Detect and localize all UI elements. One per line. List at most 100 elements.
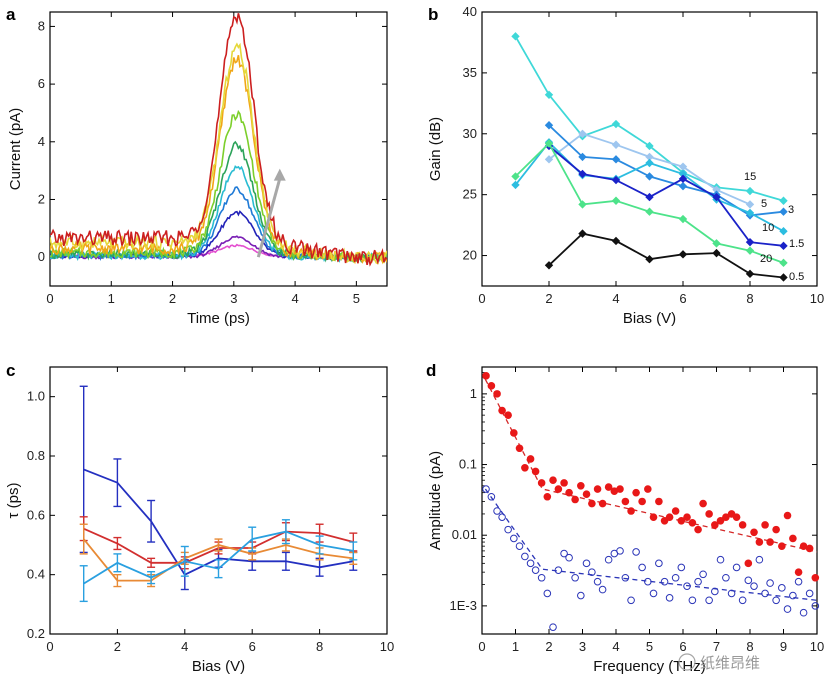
series-line-lightblue: [83, 530, 354, 585]
y-tick-label: 1.0: [27, 389, 45, 404]
series-end-label: 20: [760, 253, 772, 265]
data-point-open: [549, 623, 557, 631]
data-point-open: [744, 576, 753, 585]
y-tick-label: 25: [463, 187, 477, 202]
data-point-open: [498, 513, 506, 521]
data-point-open: [732, 563, 741, 572]
data-point-open: [504, 525, 512, 534]
data-point: [678, 181, 688, 191]
data-point-open: [649, 589, 658, 598]
wechat-icon: [678, 653, 696, 671]
series-line-15: [50, 55, 387, 265]
data-point-open: [705, 596, 713, 605]
panel-c: c 0 2 4 6 8 10 0.2 0.4 0.6 0.8 1.0 Bias (V) τ (ps): [5, 361, 394, 675]
data-point-open: [766, 579, 774, 587]
data-point: [645, 172, 654, 181]
data-point-filled: [598, 499, 607, 508]
data-point-filled: [794, 568, 803, 576]
plot-frame: [481, 366, 818, 635]
data-point-filled: [549, 476, 557, 485]
y-tick-label: 0.6: [27, 507, 45, 522]
data-point-filled: [560, 479, 568, 487]
data-point-open: [811, 602, 820, 610]
data-point-open: [711, 587, 719, 596]
x-tick-label: 4: [181, 639, 188, 654]
data-point-open: [683, 582, 691, 590]
y-axis-title: Amplitude (pA): [427, 451, 444, 550]
data-point-filled: [665, 513, 674, 521]
data-point-open: [699, 570, 707, 579]
x-tick-label: 0: [46, 639, 53, 654]
data-point: [645, 255, 654, 264]
data-point: [544, 90, 554, 100]
series-end-label: 15: [744, 171, 756, 183]
data-point-filled: [649, 513, 658, 521]
y-axis-title: Gain (dB): [427, 117, 444, 181]
data-point-filled: [772, 525, 780, 534]
data-point-open: [560, 549, 568, 558]
data-point-open: [598, 585, 607, 594]
data-point-filled: [671, 507, 680, 515]
y-tick-label: 0.4: [27, 567, 45, 582]
x-tick-label: 6: [679, 639, 686, 654]
data-point: [645, 192, 654, 202]
data-point: [712, 248, 721, 258]
data-point-filled: [644, 485, 652, 493]
x-tick-label: 2: [114, 639, 121, 654]
x-tick-label: 10: [380, 639, 394, 654]
y-tick-label: 4: [38, 134, 45, 149]
y-tick-label: 20: [463, 248, 477, 263]
data-point: [645, 207, 654, 216]
series-line-orange: [83, 538, 354, 582]
panel-c-letter: c: [6, 361, 15, 380]
data-point-filled: [593, 485, 602, 493]
data-point-filled: [537, 479, 546, 487]
data-point-filled: [688, 518, 697, 527]
data-point-filled: [722, 513, 730, 521]
panel-b-letter: b: [428, 5, 438, 24]
series-line-blue: [83, 468, 354, 576]
data-point-open: [722, 573, 730, 582]
data-point: [645, 152, 654, 162]
data-point-filled: [504, 411, 512, 419]
data-point: [544, 121, 554, 130]
data-point: [611, 140, 621, 149]
y-tick-label: 6: [38, 76, 45, 91]
data-point-filled: [761, 521, 769, 529]
data-point: [611, 236, 621, 246]
data-point-filled: [705, 510, 713, 518]
data-point: [511, 172, 520, 181]
data-point-filled: [577, 482, 585, 490]
data-point-filled: [482, 372, 490, 380]
series-line-1.5: [548, 145, 784, 247]
data-point: [611, 175, 621, 185]
data-point-open: [694, 577, 702, 586]
data-point-filled: [711, 521, 719, 529]
data-point-open: [582, 559, 591, 568]
data-point-open: [750, 582, 758, 590]
data-point-filled: [526, 455, 535, 463]
y-tick-label: 0: [38, 249, 45, 264]
y-tick-label: 0.1: [459, 457, 477, 472]
y-axis-title: Current (pA): [7, 108, 24, 191]
data-point-filled: [498, 406, 506, 415]
data-point-open: [755, 555, 764, 564]
data-point-filled: [632, 488, 640, 497]
panel-b: b 0 2 4 6 8 10 20 25 30 35 40 Bias (V) Gain (dB) 15 5 3…: [427, 4, 824, 327]
data-point: [578, 129, 587, 138]
series-end-label: 10: [762, 222, 774, 234]
x-tick-label: 1: [512, 639, 519, 654]
data-point-filled: [638, 497, 646, 506]
series-end-label: 3: [788, 204, 794, 216]
data-point-open: [665, 594, 674, 602]
series-end-label: 0.5: [789, 271, 804, 283]
data-point: [578, 200, 587, 209]
data-point-open: [554, 566, 563, 574]
x-tick-label: 0: [46, 291, 53, 306]
data-point-open: [778, 584, 786, 592]
data-point: [712, 239, 721, 248]
x-tick-label: 5: [646, 639, 653, 654]
y-tick-label: 2: [38, 191, 45, 206]
data-point-open: [688, 596, 697, 605]
data-point-filled: [493, 390, 501, 398]
